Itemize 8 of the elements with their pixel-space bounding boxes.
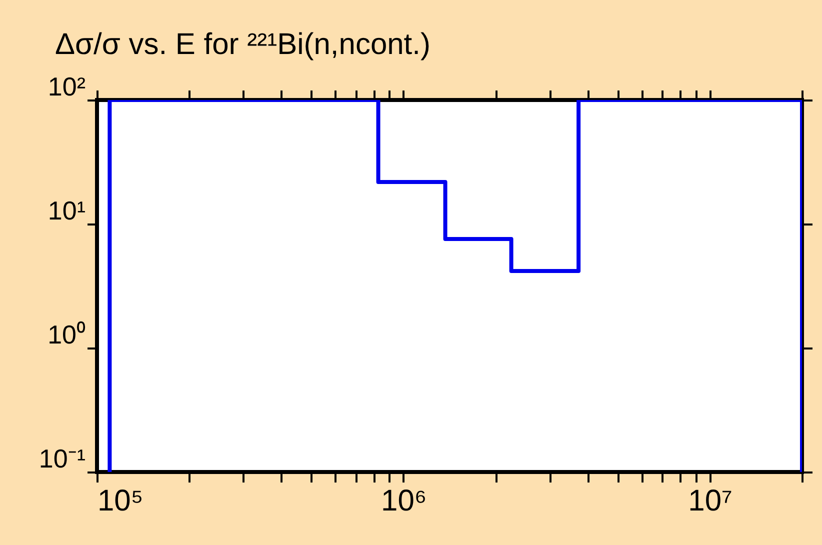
x-tick-label: 10⁷: [688, 484, 732, 518]
y-tick-label: 10¹: [48, 196, 86, 226]
y-tick-label: 10⁻¹: [38, 444, 86, 474]
chart-title: Δσ/σ vs. E for ²²¹Bi(n,ncont.): [55, 28, 430, 61]
y-tick-label: 10²: [48, 72, 86, 102]
y-tick-label: 10⁰: [48, 320, 86, 350]
x-tick-label: 10⁵: [98, 484, 144, 518]
x-tick-label: 10⁶: [381, 484, 427, 518]
